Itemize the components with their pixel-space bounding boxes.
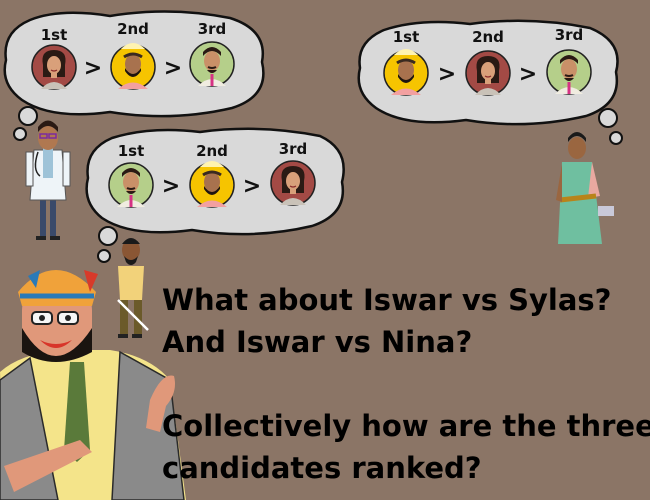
ballot-2: 1st 2nd 3rd > > [382, 26, 592, 97]
rank-label: 3rd [555, 26, 584, 44]
candidate-sylas-avatar [546, 49, 592, 95]
rank-label: 1st [393, 28, 420, 46]
doctor-voter-figure [25, 120, 71, 240]
rank-label: 3rd [198, 20, 227, 38]
preference-symbol: > [162, 174, 180, 199]
preference-symbol: > [519, 62, 537, 87]
cane-voter-figure [117, 238, 149, 338]
candidate-sylas-avatar [108, 162, 154, 208]
ballot-3: 1st 2nd 3rd > > [108, 140, 316, 209]
ballot-1: 1st 2nd 3rd > > [31, 20, 235, 91]
preference-symbol: > [164, 56, 182, 81]
preference-symbol: > [243, 174, 261, 199]
rank-label: 3rd [279, 140, 308, 158]
rank-label: 2nd [117, 20, 149, 38]
candidate-nina-avatar [270, 160, 316, 206]
host-narrator-figure [0, 270, 186, 500]
candidate-nina-avatar [31, 44, 77, 90]
question-line-4: candidates ranked? [162, 451, 482, 485]
question-line-3: Collectively how are the three [162, 409, 650, 443]
preference-symbol: > [438, 62, 456, 87]
rank-label: 2nd [196, 142, 228, 160]
rank-label: 1st [118, 142, 145, 160]
woman-voter-figure [556, 132, 614, 244]
question-line-2: And Iswar vs Nina? [162, 325, 473, 359]
preference-symbol: > [84, 56, 102, 81]
candidate-nina-avatar [465, 50, 511, 96]
candidate-sylas-avatar [189, 41, 235, 87]
question-line-1: What about Iswar vs Sylas? [162, 283, 612, 317]
rank-label: 1st [41, 26, 68, 44]
rank-label: 2nd [472, 28, 504, 46]
